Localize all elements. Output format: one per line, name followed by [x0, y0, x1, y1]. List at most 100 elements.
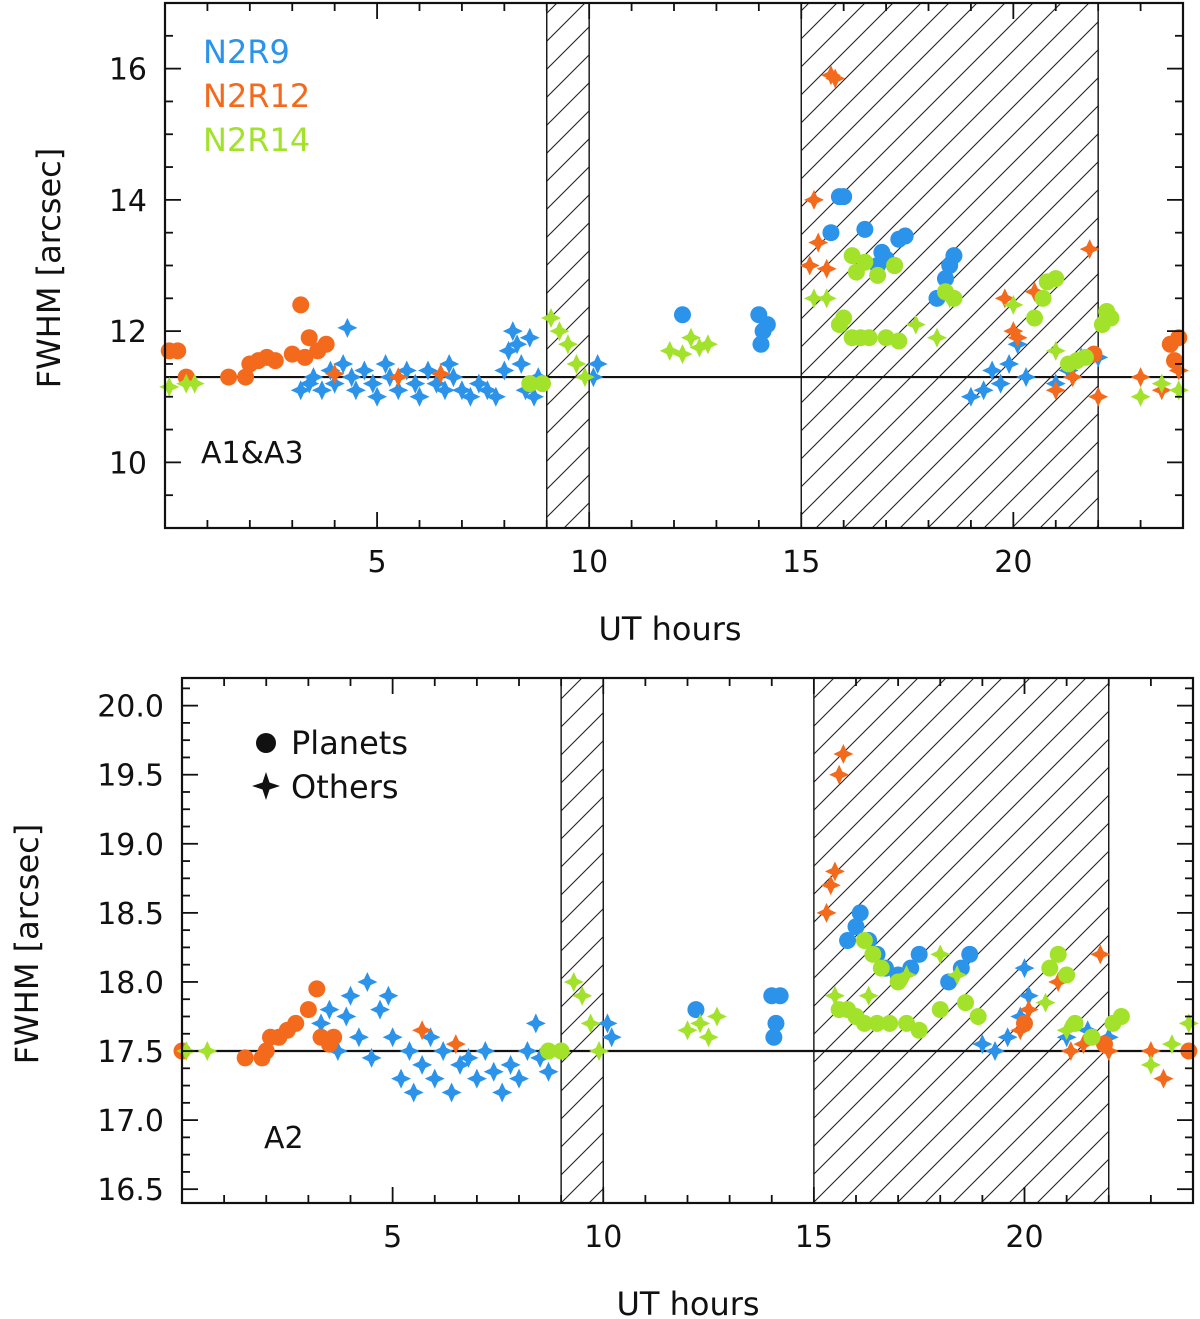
- point-planet-n2r12: [220, 368, 238, 386]
- point-planet-n2r14: [886, 257, 904, 274]
- point-other-n2r9: [311, 380, 332, 401]
- point-other-n2r9: [320, 360, 341, 381]
- point-other-n2r9: [517, 1041, 538, 1062]
- point-other-n2r9: [361, 1047, 382, 1068]
- x-tick-label: 10: [570, 545, 608, 580]
- point-other-n2r9: [530, 1047, 551, 1068]
- point-planet-n2r14: [931, 1001, 949, 1019]
- point-other-n2r14: [947, 965, 968, 986]
- y-tick-label: 10: [109, 446, 147, 481]
- point-other-n2r14: [1161, 1034, 1182, 1055]
- point-other-n2r14: [926, 327, 947, 348]
- point-planet-n2r14: [1102, 309, 1120, 327]
- point-other-n2r14: [159, 376, 180, 397]
- point-other-n2r9: [525, 1013, 546, 1034]
- point-other-n2r9: [997, 1027, 1018, 1048]
- point-other-n2r14: [905, 314, 926, 335]
- point-other-n2r9: [420, 1027, 441, 1048]
- legend-entry-n2r14: N2R14: [203, 121, 310, 159]
- point-other-n2r9: [341, 367, 362, 388]
- point-other-n2r9: [412, 1054, 433, 1075]
- y-tick-label: 17.0: [97, 1104, 164, 1139]
- point-planet-n2r9: [771, 987, 789, 1005]
- y-tick-label: 12: [109, 315, 147, 350]
- point-other-n2r14: [689, 337, 710, 358]
- point-other-n2r9: [443, 367, 464, 388]
- point-planet-n2r12: [237, 368, 255, 386]
- y-tick-label: 18.0: [97, 966, 164, 1001]
- point-other-n2r9: [396, 360, 417, 381]
- point-other-n2r14: [697, 334, 718, 355]
- point-other-n2r12: [1045, 380, 1066, 401]
- point-planet-n2r14: [534, 375, 552, 393]
- point-planet-n2r14: [521, 375, 539, 393]
- point-other-n2r14: [680, 327, 701, 348]
- point-planet-n2r14: [881, 1014, 899, 1032]
- point-other-n2r14: [540, 308, 561, 328]
- legend-entry-others: Others: [291, 768, 399, 806]
- point-other-n2r9: [587, 353, 608, 374]
- point-other-n2r9: [458, 1047, 479, 1068]
- point-planet-n2r14: [855, 1014, 873, 1032]
- y-tick-label: 17.5: [97, 1035, 164, 1070]
- point-other-n2r9: [399, 1041, 420, 1062]
- y-tick-label: 16.5: [97, 1173, 164, 1208]
- panel-label: A2: [264, 1121, 304, 1156]
- point-other-n2r14: [672, 344, 693, 365]
- series-legend: N2R9 N2R12 N2R14: [203, 33, 310, 159]
- point-planet-n2r14: [843, 247, 861, 265]
- point-other-n2r9: [375, 353, 396, 374]
- point-other-n2r9: [337, 317, 358, 338]
- panel-label: A1&A3: [201, 436, 304, 471]
- point-other-n2r14: [549, 321, 570, 342]
- x-axis-title: UT hours: [616, 1285, 759, 1319]
- point-planet-n2r14: [1047, 270, 1065, 288]
- point-planet-n2r14: [1058, 966, 1076, 984]
- point-other-n2r9: [354, 360, 375, 381]
- point-other-n2r14: [1178, 1013, 1199, 1034]
- point-planet-n2r9: [835, 188, 853, 206]
- point-planet-n2r14: [898, 1014, 916, 1032]
- point-planet-n2r14: [1076, 348, 1094, 366]
- point-other-n2r12: [1024, 281, 1045, 302]
- point-planet-n2r14: [856, 253, 874, 271]
- point-planet-n2r14: [864, 945, 882, 963]
- legend-star-marker: [252, 772, 280, 800]
- point-other-n2r12: [820, 65, 841, 86]
- point-other-n2r9: [409, 386, 430, 407]
- point-planet-n2r9: [945, 247, 963, 265]
- point-planet-n2r9: [936, 270, 954, 288]
- point-other-n2r12: [412, 1020, 433, 1041]
- point-planet-n2r9: [673, 306, 691, 324]
- point-planet-n2r14: [539, 1042, 557, 1060]
- point-other-n2r9: [327, 1041, 348, 1062]
- point-other-n2r9: [311, 1013, 332, 1034]
- point-other-n2r9: [999, 353, 1020, 374]
- y-tick-label: 14: [109, 184, 147, 219]
- point-other-n2r14: [580, 1013, 601, 1034]
- point-planet-n2r14: [969, 1007, 987, 1025]
- point-other-n2r9: [450, 1054, 471, 1075]
- point-planet-n2r14: [957, 994, 975, 1012]
- point-other-n2r9: [1018, 985, 1039, 1006]
- point-other-n2r9: [601, 1027, 622, 1048]
- point-planet-n2r9: [896, 227, 914, 245]
- point-planet-n2r12: [169, 342, 187, 360]
- point-other-n2r9: [424, 1068, 445, 1089]
- panel-a2: 5 10 15 2016.517.017.518.018.519.019.520.0 …: [8, 676, 1199, 1319]
- point-other-n2r9: [348, 1027, 369, 1048]
- point-other-n2r9: [475, 1041, 496, 1062]
- x-tick-label: 10: [584, 1220, 622, 1255]
- point-planet-n2r12: [266, 352, 284, 370]
- point-other-n2r9: [391, 1068, 412, 1089]
- point-planet-n2r12: [296, 348, 314, 366]
- point-planet-n2r14: [910, 1021, 928, 1039]
- point-other-n2r9: [511, 353, 532, 374]
- point-other-n2r9: [492, 1082, 513, 1103]
- point-other-n2r12: [1090, 944, 1111, 965]
- point-planet-n2r14: [890, 332, 908, 350]
- point-planet-n2r9: [851, 904, 869, 922]
- point-other-n2r14: [896, 965, 917, 986]
- point-other-n2r12: [1153, 1068, 1174, 1089]
